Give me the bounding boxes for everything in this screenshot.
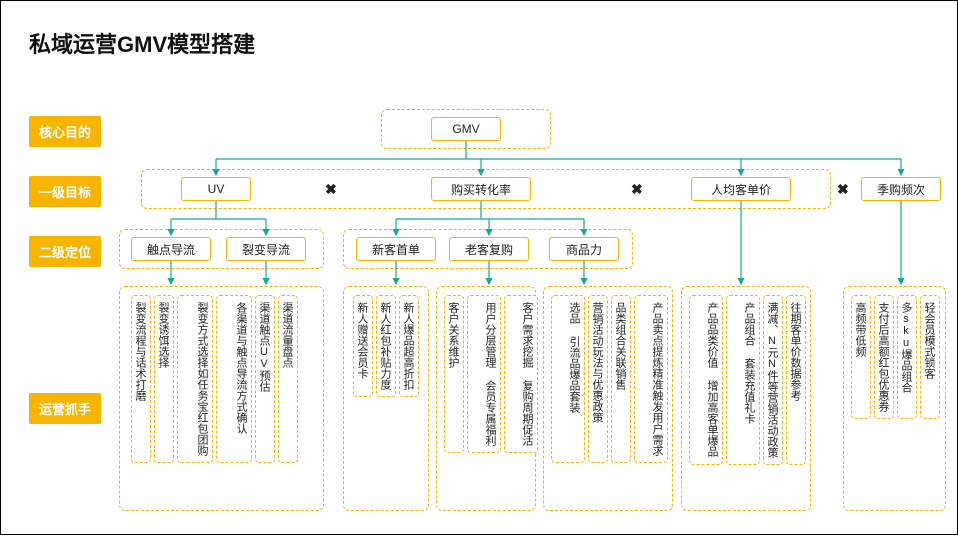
box-uv: UV	[181, 177, 251, 201]
ops-col: 选品 引流品爆品套装	[551, 295, 585, 463]
mult-2: ✖	[631, 181, 643, 198]
box-aov: 人均客单价	[691, 177, 791, 201]
ops-col: 产品组合 套装充值礼卡	[726, 295, 760, 465]
ops-col: 多sku爆品组合	[897, 295, 917, 419]
ops-col: 新人红包补贴力度	[376, 295, 396, 397]
ops-col: 用户分层管理 会员专属福利	[467, 295, 501, 453]
row-label-core: 核心目的	[29, 116, 101, 147]
ops-col: 满减、N元N件等营销活动政策	[763, 295, 783, 465]
ops-col: 渠道触点UV预估	[255, 295, 275, 463]
ops-col: 渠道流量盘点	[278, 295, 298, 463]
mult-3: ✖	[837, 181, 849, 198]
ops-col: 裂变方式选择如任务宝红包团购	[177, 295, 213, 463]
ops-col: 裂变诱饵选择	[154, 295, 174, 463]
ops-col: 轻会员模式锁客	[920, 295, 940, 419]
box-freq: 季购频次	[861, 177, 941, 201]
ops-col: 各渠道与触点导流方式确认	[216, 295, 252, 463]
ops-g4: 选品 引流品爆品套装 营销活动玩法与优惠政策 品类组合关联销售 产品卖点提炼精准…	[551, 295, 668, 463]
ops-col: 营销活动玩法与优惠政策	[588, 295, 608, 463]
ops-g6: 高频带低频 支付后高额红包优惠券 多sku爆品组合 轻会员模式锁客	[851, 295, 940, 419]
ops-g5: 产品品类价值 增加高客单爆品 产品组合 套装充值礼卡 满减、N元N件等营销活动政…	[689, 295, 806, 465]
row-label-level1: 一级目标	[29, 176, 101, 207]
ops-col: 品类组合关联销售	[611, 295, 631, 463]
box-oldrepeat: 老客复购	[449, 237, 529, 261]
row-label-ops: 运营抓手	[29, 393, 101, 424]
ops-g1: 裂变流程与话术打磨 裂变诱饵选择 裂变方式选择如任务宝红包团购 各渠道与触点导流…	[131, 295, 298, 463]
box-conv: 购买转化率	[431, 177, 531, 201]
ops-col: 产品卖点提炼精准触发用户需求	[634, 295, 668, 463]
ops-col: 客户需求挖掘 复购周期促活	[504, 295, 538, 453]
ops-g2: 新人赠送会员卡 新人红包补贴力度 新人爆品超高折扣	[353, 295, 419, 397]
box-touch: 触点导流	[131, 237, 211, 261]
ops-col: 产品品类价值 增加高客单爆品	[689, 295, 723, 465]
page-title: 私域运营GMV模型搭建	[29, 27, 255, 59]
ops-col: 新人爆品超高折扣	[399, 295, 419, 397]
ops-g3: 客户关系维护 用户分层管理 会员专属福利 客户需求挖掘 复购周期促活	[444, 295, 538, 453]
ops-col: 裂变流程与话术打磨	[131, 295, 151, 463]
box-gmv: GMV	[431, 117, 501, 141]
ops-col: 支付后高额红包优惠券	[874, 295, 894, 419]
box-fission: 裂变导流	[226, 237, 306, 261]
ops-col: 高频带低频	[851, 295, 871, 419]
box-product: 商品力	[549, 237, 619, 261]
ops-col: 往期客单价数据参考	[786, 295, 806, 465]
mult-1: ✖	[325, 181, 337, 198]
box-newfirst: 新客首单	[356, 237, 436, 261]
row-label-level2: 二级定位	[29, 236, 101, 267]
ops-col: 客户关系维护	[444, 295, 464, 453]
ops-col: 新人赠送会员卡	[353, 295, 373, 397]
